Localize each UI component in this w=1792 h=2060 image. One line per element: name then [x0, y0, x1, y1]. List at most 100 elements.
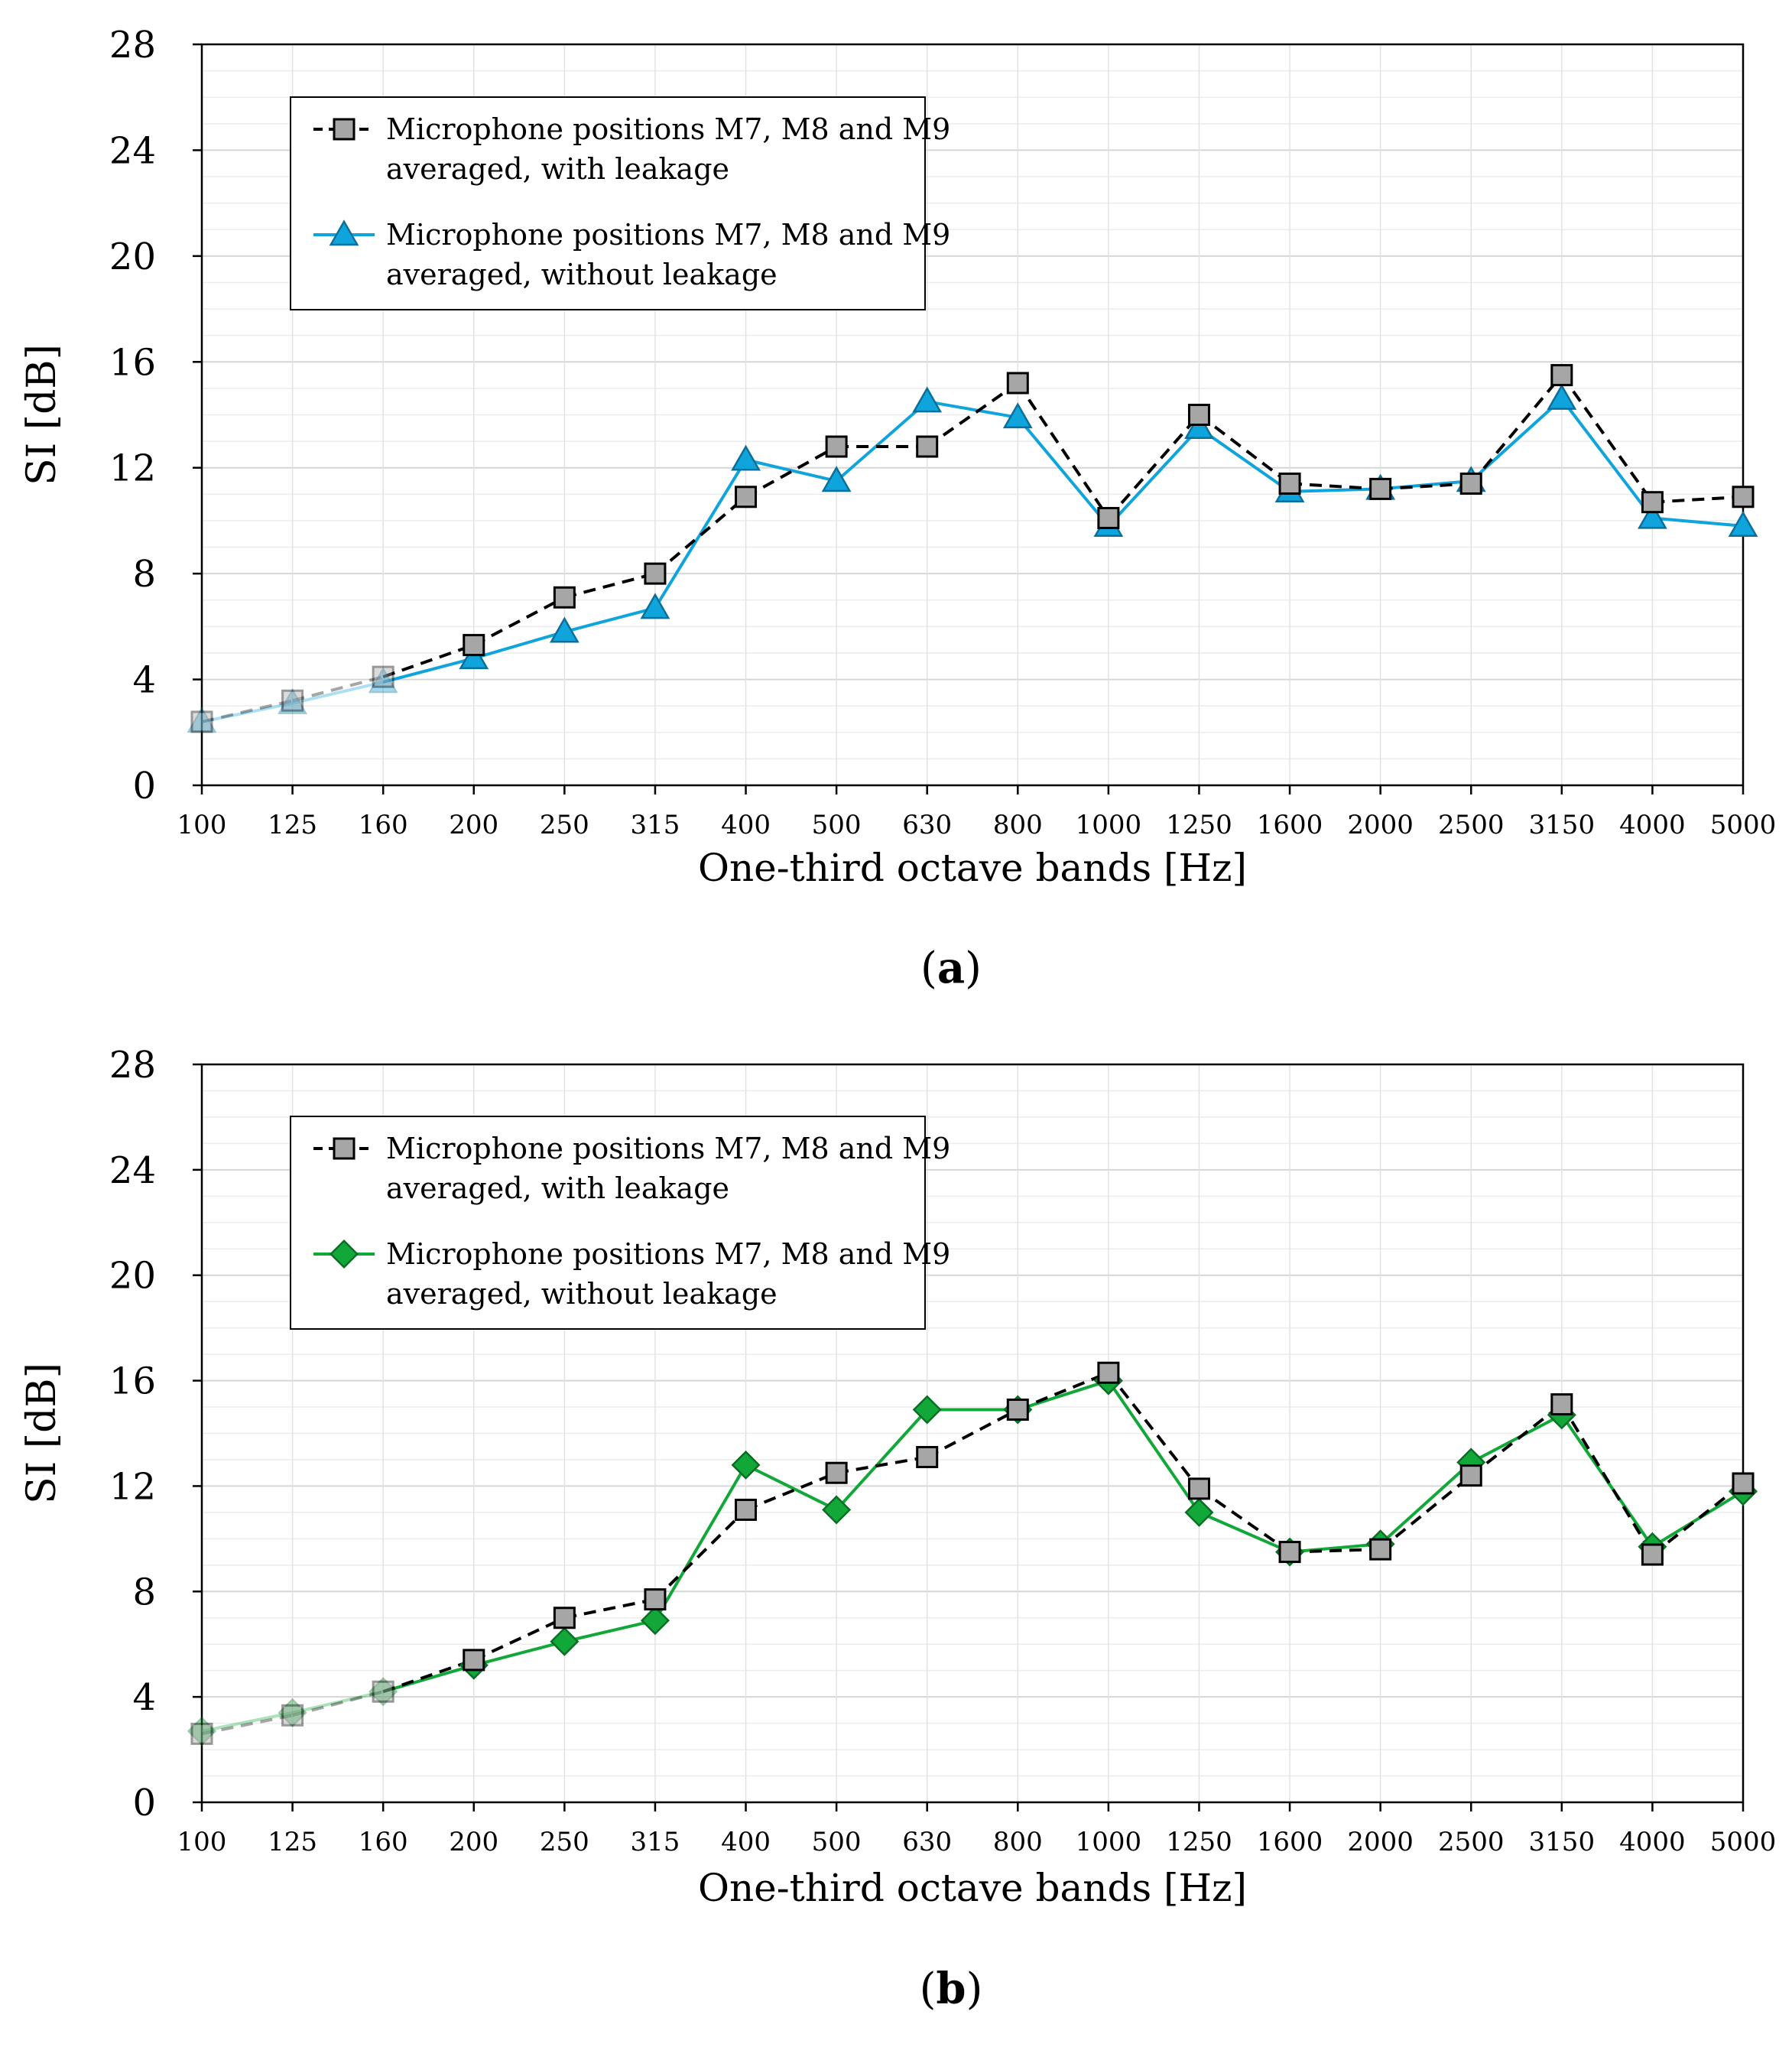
series-line-segment: [382, 1659, 475, 1694]
y-tick-label: 20: [109, 1255, 156, 1298]
data-point-square: [1550, 364, 1573, 387]
x-tick-label: 315: [630, 1827, 680, 1857]
data-point-triangle: [731, 444, 761, 471]
x-tick-label: 2500: [1438, 810, 1505, 840]
data-point-square: [735, 486, 758, 509]
series-line-segment: [745, 445, 838, 499]
series-line-segment: [1290, 1548, 1381, 1554]
data-point-square: [1369, 477, 1392, 500]
series-line-segment: [927, 400, 1018, 419]
series-line-segment: [1470, 1413, 1563, 1464]
data-point-square: [190, 710, 213, 733]
data-point-square: [1097, 1361, 1120, 1384]
data-point-diamond: [822, 1495, 852, 1525]
series-line-segment: [292, 1690, 384, 1714]
legend-marker-square: [333, 1137, 355, 1160]
data-point-square: [644, 562, 667, 585]
data-point-triangle: [912, 386, 943, 413]
legend-marker-triangle: [329, 219, 359, 246]
series-with-leakage: [201, 374, 1744, 723]
series-markers: [190, 364, 1755, 733]
legend-marker-square: [333, 118, 355, 141]
series-line-segment: [745, 1464, 838, 1512]
legend-entry-label: Microphone positions M7, M8 and M9: [386, 1132, 950, 1165]
series-line-segment: [1107, 427, 1200, 528]
series-line-segment: [1017, 1371, 1109, 1412]
series-line-segment: [1016, 416, 1110, 528]
legend-entry-label: averaged, without leakage: [386, 258, 778, 291]
series-line-segment: [563, 1597, 656, 1620]
x-tick-label: 1250: [1166, 810, 1232, 840]
series-line-segment: [1290, 487, 1381, 493]
chart-panel-b: 0 4 8 12 16 20 24 28 100 125 160 200 250 315 400 500 630…: [19, 1044, 1776, 2014]
series-line-segment: [1198, 413, 1291, 486]
series-line-segment: [473, 1639, 565, 1667]
data-point-square: [1732, 486, 1755, 509]
legend-entry-label: Microphone positions M7, M8 and M9: [386, 112, 950, 146]
data-point-triangle: [821, 466, 852, 492]
x-tick-label: 800: [993, 810, 1043, 840]
data-point-triangle: [368, 667, 398, 694]
x-tick-label: 1600: [1257, 1827, 1323, 1857]
series-line-segment: [835, 1409, 929, 1511]
y-tick-label: 16: [109, 341, 156, 384]
y-tick-label: 28: [109, 24, 156, 67]
y-axis-title: SI [dB]: [19, 1363, 65, 1504]
data-point-square: [553, 586, 576, 609]
x-tick-label: 5000: [1710, 810, 1777, 840]
data-point-square: [1732, 1472, 1755, 1495]
data-point-diamond: [912, 1395, 942, 1425]
data-point-square: [644, 1588, 667, 1611]
series-markers: [187, 1366, 1758, 1746]
legend-entry-label: averaged, with leakage: [386, 1171, 729, 1205]
data-point-triangle: [187, 707, 217, 733]
series-line-segment: [1469, 374, 1563, 485]
x-tick-label: 2500: [1438, 1827, 1505, 1857]
data-point-triangle: [1002, 402, 1033, 429]
data-point-diamond: [278, 1698, 307, 1727]
data-point-square: [916, 435, 939, 458]
data-point-square: [735, 1498, 758, 1521]
data-point-square: [825, 1461, 848, 1484]
x-tick-label: 250: [540, 810, 589, 840]
x-tick-label: 200: [449, 1827, 498, 1857]
legend-entry-label: Microphone positions M7, M8 and M9: [386, 1237, 950, 1271]
data-point-triangle: [1638, 502, 1667, 529]
y-tick-label: 8: [132, 553, 156, 596]
x-tick-label: 2000: [1347, 1827, 1414, 1857]
x-tick-label: 125: [268, 810, 317, 840]
series-line-segment: [563, 572, 656, 599]
y-tick-label: 4: [132, 1676, 156, 1719]
series-line-segment: [292, 675, 384, 703]
x-tick-label: 5000: [1710, 1827, 1777, 1857]
data-point-square: [190, 1722, 213, 1745]
y-tick-label: 0: [132, 1782, 156, 1824]
x-tick-label: 315: [630, 810, 680, 840]
data-point-square: [1278, 1541, 1301, 1564]
y-tick-label: 0: [132, 765, 156, 807]
data-point-triangle: [459, 643, 489, 670]
data-point-square: [1278, 472, 1301, 495]
series-line-segment: [382, 656, 475, 684]
data-point-diamond: [640, 1606, 670, 1636]
series-line-segment: [382, 1663, 475, 1694]
x-tick-label: 500: [812, 810, 862, 840]
series-without-leakage: [201, 398, 1744, 723]
x-tick-label: 400: [721, 810, 771, 840]
data-point-square: [1187, 404, 1210, 426]
x-tick-label: 500: [812, 1827, 862, 1857]
series-line-segment: [1652, 495, 1744, 504]
series-line-segment: [1198, 1511, 1290, 1554]
series-line-segment: [201, 699, 294, 723]
y-tick-label: 12: [109, 1465, 156, 1508]
data-point-square: [825, 435, 848, 458]
data-point-square: [1187, 1477, 1210, 1500]
data-point-triangle: [549, 616, 579, 643]
legend-box: [290, 96, 926, 310]
series-line-segment: [654, 1464, 748, 1622]
series-line-segment: [1107, 1372, 1201, 1490]
series-line-segment: [926, 1408, 1019, 1459]
y-tick-label: 24: [109, 1149, 156, 1192]
series-line-segment: [1017, 1379, 1109, 1412]
